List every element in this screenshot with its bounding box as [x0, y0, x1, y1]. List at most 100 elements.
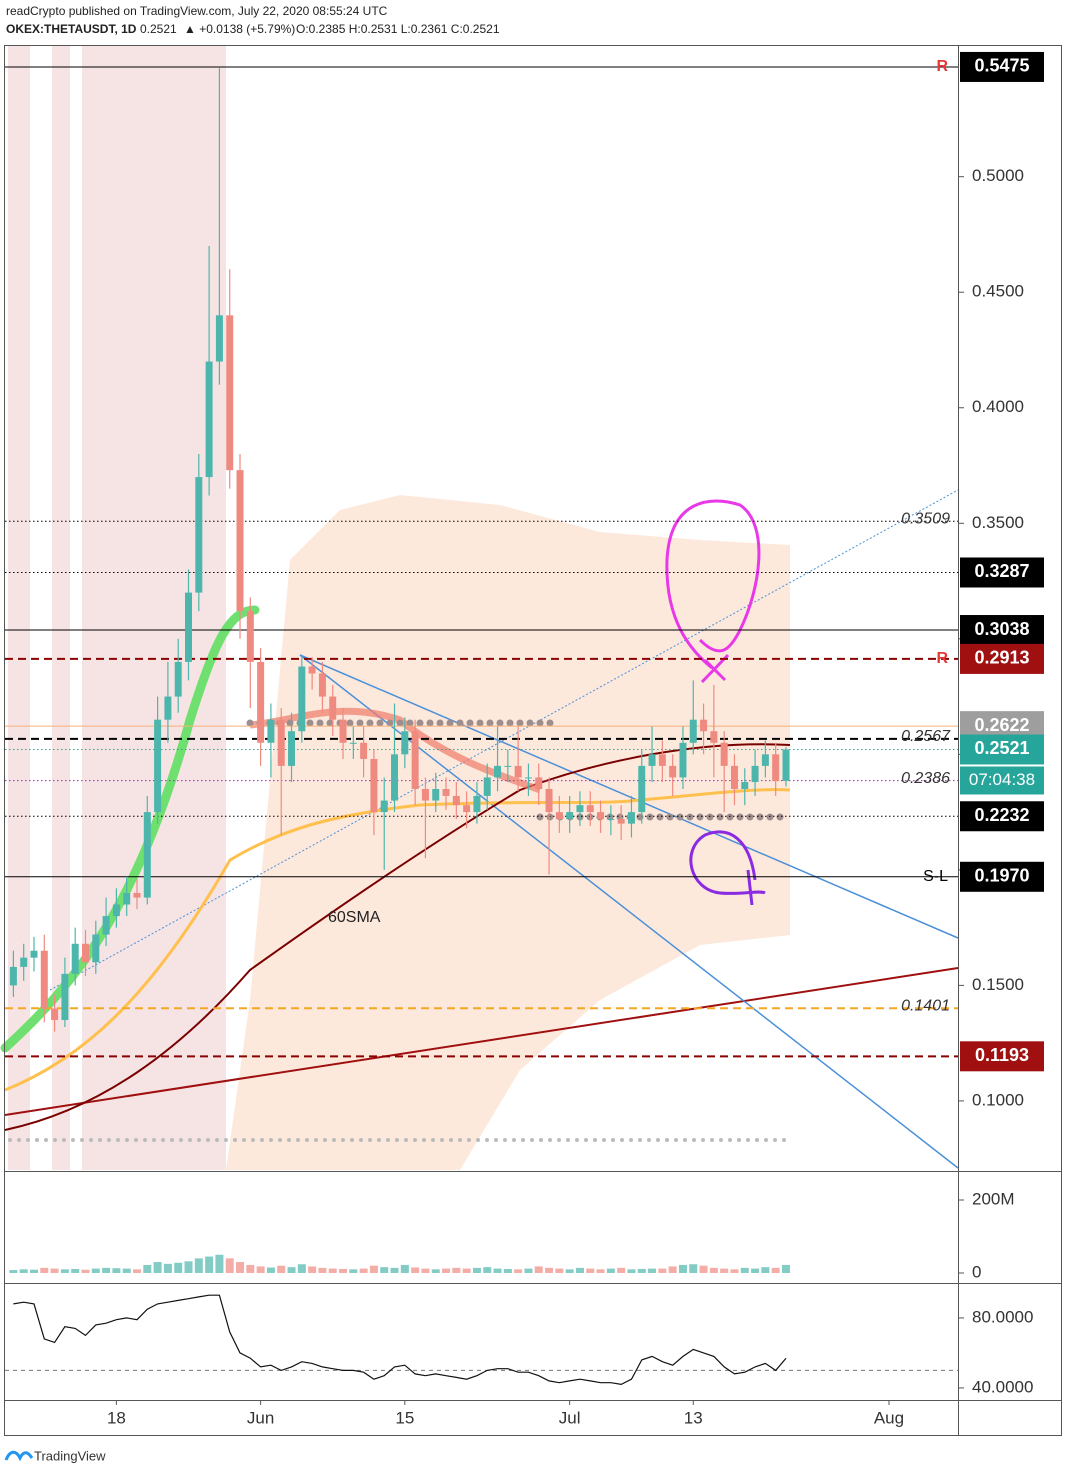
candle-body — [30, 950, 38, 958]
candle-body — [174, 661, 182, 697]
candle-body — [401, 731, 409, 755]
volume-bar — [81, 1269, 90, 1273]
volume-bar — [493, 1268, 502, 1273]
candle-body — [246, 611, 254, 662]
price-label: 0.2521 — [974, 738, 1029, 758]
y-tick-label: 40.0000 — [972, 1377, 1033, 1396]
candle-body — [720, 742, 728, 766]
volume-bar — [328, 1268, 337, 1273]
y-tick-label: 0.4500 — [972, 282, 1024, 301]
volume-bar — [421, 1268, 430, 1273]
price-label: 0.3038 — [974, 619, 1029, 639]
candle-body — [442, 788, 450, 796]
volume-bar — [390, 1267, 399, 1273]
volume-bar — [575, 1267, 584, 1273]
volume-bar — [442, 1268, 451, 1273]
candle-body — [576, 805, 584, 813]
shade — [82, 45, 226, 1170]
ma-ribbon — [0, 605, 260, 1053]
volume-bar — [606, 1268, 615, 1273]
volume-bar — [555, 1268, 564, 1273]
border — [4, 45, 1062, 1436]
level-label: 0.2386 — [901, 770, 950, 787]
volume-bar — [689, 1264, 698, 1273]
candle-body — [411, 731, 419, 789]
volume-bar — [174, 1262, 183, 1273]
candle-body — [236, 470, 244, 612]
volume-bar — [60, 1269, 69, 1273]
candle-body — [586, 805, 594, 813]
price-box — [960, 801, 1044, 832]
volume-bar — [40, 1267, 49, 1273]
candle-body — [627, 812, 635, 824]
candle-body — [535, 777, 543, 789]
candle-body — [524, 777, 532, 779]
candle-body — [658, 754, 666, 766]
plot: 0.10000.15000.20000.25000.30000.35000.40… — [5, 51, 1044, 1427]
volume-bar — [751, 1268, 760, 1273]
y-tick-label: 0 — [972, 1262, 981, 1281]
candle-body — [349, 742, 357, 744]
band — [226, 495, 790, 1170]
volume-bar — [411, 1267, 420, 1273]
volume-bar — [277, 1265, 286, 1273]
volume-bar — [194, 1258, 203, 1273]
volume-bar — [503, 1268, 512, 1273]
volume-bar — [153, 1262, 162, 1273]
volume-bar — [71, 1268, 80, 1273]
price-box — [960, 615, 1044, 646]
y-tick-label: 0.1500 — [972, 975, 1024, 994]
volume-bar — [699, 1265, 708, 1273]
candle-body — [205, 361, 213, 478]
candle-body — [710, 731, 718, 743]
ohlc: O:0.2385 H:0.2531 L:0.2361 C:0.2521 — [296, 22, 500, 36]
price-box — [960, 734, 1044, 765]
decorations — [0, 45, 959, 1170]
publisher: readCrypto published on TradingView.com,… — [6, 4, 388, 18]
volume-bar — [586, 1268, 595, 1273]
volume-bar — [102, 1267, 111, 1273]
volume-bar — [452, 1267, 461, 1273]
change: ▲ +0.0138 (+5.79%) — [184, 22, 295, 36]
candle-body — [391, 754, 399, 801]
candle-body — [648, 754, 656, 766]
candle-body — [730, 765, 738, 789]
brand: TradingView — [34, 1448, 106, 1463]
candle-body — [607, 819, 615, 821]
frame — [4, 45, 1062, 1436]
volume-bar — [29, 1269, 38, 1273]
shade — [52, 45, 70, 1170]
trendline — [299, 654, 959, 1169]
symbol: OKEX:THETAUSDT, 1D — [6, 22, 137, 36]
volume-bar — [380, 1267, 389, 1273]
volume-bar — [50, 1268, 59, 1273]
candle-body — [308, 666, 316, 674]
volume-bar — [781, 1264, 790, 1273]
candle-body — [185, 592, 193, 662]
volume-bar — [246, 1264, 255, 1273]
volume-bar — [627, 1269, 636, 1273]
price-label: 0.3287 — [974, 561, 1029, 581]
volume-bar — [318, 1267, 327, 1273]
price-box — [960, 643, 1044, 674]
candle-body — [133, 892, 141, 898]
candle-body — [473, 795, 481, 813]
candle-body — [51, 1008, 59, 1021]
y-tick-label: 0.4000 — [972, 397, 1024, 416]
volume-bar — [133, 1269, 142, 1273]
level-tag: R — [936, 58, 948, 75]
price-box — [960, 557, 1044, 588]
volume-bar — [287, 1267, 296, 1273]
volume-bar — [617, 1267, 626, 1273]
price-label: 0.1970 — [974, 866, 1029, 886]
shade — [8, 45, 30, 1170]
candle-body — [741, 782, 749, 789]
candle-body — [772, 754, 780, 781]
candle-body — [71, 943, 79, 974]
x-tick-label: Jun — [247, 1408, 274, 1427]
candle-body — [452, 795, 460, 806]
level-tag: S-L — [923, 868, 948, 885]
annotation: 60SMA — [328, 909, 381, 926]
countdown: 07:04:38 — [969, 770, 1035, 789]
